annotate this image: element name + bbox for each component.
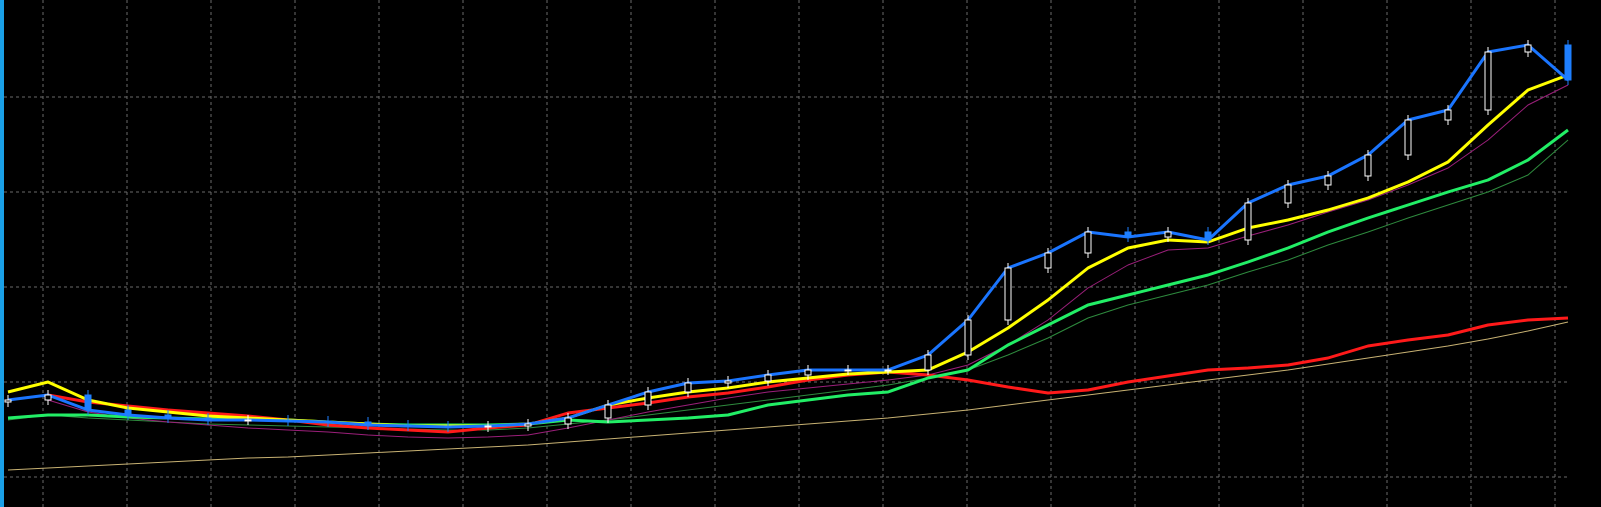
candle-body: [764, 374, 772, 382]
candle-body: [484, 425, 492, 428]
candle-body: [1524, 44, 1532, 53]
candle-body: [1124, 231, 1132, 238]
candle-body: [1564, 44, 1572, 81]
candle-body: [604, 404, 612, 419]
indicator-line: [7, 43, 1569, 429]
candle-body: [1484, 51, 1492, 111]
candle-body: [524, 423, 532, 427]
candle-body: [284, 419, 292, 422]
candle-body: [1084, 231, 1092, 254]
candle-body: [1164, 231, 1172, 238]
candle-body: [1324, 175, 1332, 186]
candle-body: [644, 391, 652, 406]
candle-body: [1444, 109, 1452, 121]
candle-body: [404, 424, 412, 427]
candle-body: [164, 414, 172, 419]
candle-body: [4, 399, 12, 403]
candle-body: [884, 369, 892, 372]
candle-body: [564, 417, 572, 425]
candle-body: [204, 417, 212, 421]
candle-body: [684, 382, 692, 393]
candle-body: [964, 319, 972, 356]
candle-body: [244, 419, 252, 422]
candle-body: [1204, 231, 1212, 241]
candle-body: [1044, 252, 1052, 269]
indicator-line: [7, 321, 1569, 471]
candle-body: [1244, 202, 1252, 241]
left-border: [0, 0, 4, 507]
candle-body: [1364, 154, 1372, 177]
indicator-line: [7, 139, 1569, 431]
candle-body: [1284, 184, 1292, 204]
candle-body: [1004, 267, 1012, 321]
candle-body: [724, 380, 732, 384]
candle-body: [924, 354, 932, 371]
candle-body: [44, 394, 52, 401]
candle-body: [444, 425, 452, 428]
candle-body: [84, 394, 92, 411]
candle-body: [804, 369, 812, 376]
candle-body: [364, 421, 372, 426]
candle-body: [1404, 119, 1412, 156]
candle-body: [124, 409, 132, 416]
candle-body: [844, 369, 852, 372]
indicator-line: [47, 84, 1569, 439]
candle-body: [324, 420, 332, 423]
